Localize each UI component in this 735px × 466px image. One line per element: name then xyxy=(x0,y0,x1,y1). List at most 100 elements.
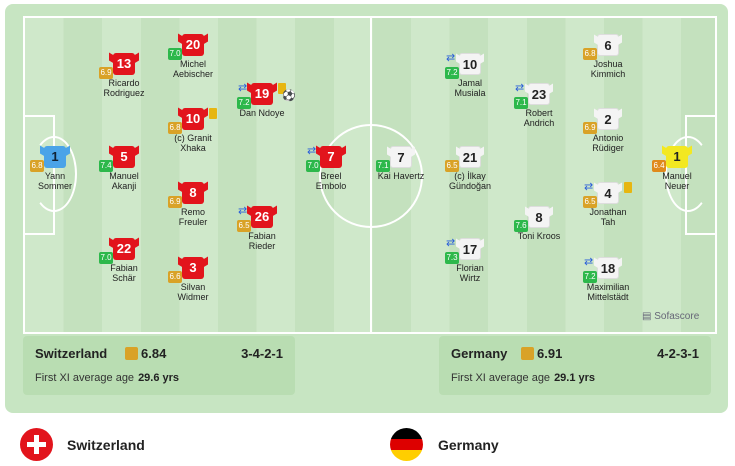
player-name: Maximilian Mittelstädt xyxy=(586,282,630,302)
average-age: First XI average age 29.1 yrs xyxy=(451,372,595,384)
substitution-icon: ⇄ xyxy=(584,181,594,193)
player-name: Breel Embolo xyxy=(315,171,347,191)
sofascore-mark-icon: ▤ xyxy=(642,311,655,322)
rating-badge: 7.2 xyxy=(237,97,251,109)
substitution-icon: ⇄ xyxy=(238,205,248,217)
shirt: 10 xyxy=(182,108,204,130)
substitution-icon: ⇄ xyxy=(446,237,456,249)
shirt: 7 xyxy=(320,146,342,168)
average-age: First XI average age 29.6 yrs xyxy=(35,372,179,384)
player-name: Silvan Widmer xyxy=(177,282,209,302)
player-name: Manuel Neuer xyxy=(662,171,692,191)
substitution-icon: ⇄ xyxy=(446,52,456,64)
legend-home: Switzerland xyxy=(67,437,145,453)
home-team-summary: Switzerland 6.84 3-4-2-1 First XI averag… xyxy=(23,336,295,395)
player-away-2[interactable]: 2 6.9 Antonio Rüdiger xyxy=(568,108,648,153)
player-name: Robert Andrich xyxy=(523,108,555,128)
shirt: 8 xyxy=(182,182,204,204)
shirt: 10 xyxy=(459,53,481,75)
rating-badge: 6.9 xyxy=(99,67,113,79)
shirt: 1 xyxy=(666,146,688,168)
right-penalty-arc xyxy=(665,136,711,212)
rating-badge: 7.0 xyxy=(99,252,113,264)
formation: 3-4-2-1 xyxy=(241,346,283,361)
shirt: 20 xyxy=(182,34,204,56)
shirt: 1 xyxy=(44,146,66,168)
shirt: 17 xyxy=(459,238,481,260)
germany-flag-icon xyxy=(390,428,423,461)
player-away-7[interactable]: 7 7.1 Kai Havertz xyxy=(361,146,441,181)
rating-badge: 7.1 xyxy=(514,97,528,109)
player-home-8[interactable]: 8 6.9 Remo Freuler xyxy=(153,182,233,227)
player-name: Toni Kroos xyxy=(517,231,561,241)
rating-badge: 7.0 xyxy=(168,48,182,60)
shirt: 26 xyxy=(251,206,273,228)
shirt: 19 xyxy=(251,83,273,105)
sofascore-logo: ▤ Sofascore xyxy=(642,311,699,322)
rating-badge: 6.8 xyxy=(30,160,44,172)
average-age-value: 29.6 yrs xyxy=(138,372,180,384)
away-team-summary: Germany 6.91 4-2-3-1 First XI average ag… xyxy=(439,336,711,395)
rating-badge: 6.8 xyxy=(583,48,597,60)
rating-badge: 6.4 xyxy=(652,160,666,172)
shirt: 8 xyxy=(528,206,550,228)
player-name: Jamal Musiala xyxy=(454,78,486,98)
player-home-26[interactable]: ⇄ 26 6.5 Fabian Rieder xyxy=(222,205,302,251)
player-name: Dan Ndoye xyxy=(239,108,285,118)
player-name: Remo Freuler xyxy=(178,207,208,227)
player-away-17[interactable]: ⇄ 17 7.3 Florian Wirtz xyxy=(430,237,510,283)
player-name: (c) İlkay Gündoğan xyxy=(448,171,492,191)
player-home-3[interactable]: 3 6.6 Silvan Widmer xyxy=(153,257,233,302)
football-pitch xyxy=(23,16,717,334)
shirt: 5 xyxy=(113,146,135,168)
rating-square-icon xyxy=(521,347,534,360)
player-name: Ricardo Rodriguez xyxy=(103,78,145,98)
player-away-18[interactable]: ⇄ 18 7.2 Maximilian Mittelstädt xyxy=(568,256,648,302)
team-name: Germany xyxy=(451,346,508,361)
player-name: Michel Aebischer xyxy=(172,59,214,79)
shirt: 6 xyxy=(597,34,619,56)
player-home-19[interactable]: ⇄ 19 7.2 ⚽ Dan Ndoye xyxy=(222,82,302,118)
rating-badge: 7.4 xyxy=(99,160,113,172)
player-home-5[interactable]: 5 7.4 Manuel Akanji xyxy=(84,146,164,191)
shirt: 7 xyxy=(390,146,412,168)
left-penalty-arc xyxy=(31,136,77,212)
shirt: 21 xyxy=(459,146,481,168)
average-age-label: First XI average age xyxy=(35,372,135,384)
yellow-card-icon xyxy=(209,108,217,119)
player-away-1[interactable]: 1 6.4 Manuel Neuer xyxy=(637,146,717,191)
rating-badge: 7.1 xyxy=(376,160,390,172)
team-name: Switzerland xyxy=(35,346,108,361)
shirt: 23 xyxy=(528,83,550,105)
player-name: Florian Wirtz xyxy=(456,263,484,283)
goal-ball-icon: ⚽ xyxy=(282,90,296,102)
player-home-20[interactable]: 20 7.0 Michel Aebischer xyxy=(153,34,233,79)
formation: 4-2-3-1 xyxy=(657,346,699,361)
player-home-13[interactable]: 13 6.9 Ricardo Rodriguez xyxy=(84,53,164,98)
player-away-4[interactable]: ⇄ 4 6.5 Jonathan Tah xyxy=(568,181,648,227)
player-away-21[interactable]: 21 6.5 (c) İlkay Gündoğan xyxy=(430,146,510,191)
player-away-8[interactable]: 8 7.6 Toni Kroos xyxy=(499,206,579,241)
yellow-card-icon xyxy=(624,182,632,193)
team-rating: 6.84 xyxy=(141,346,167,361)
substitution-icon: ⇄ xyxy=(515,82,525,94)
player-away-6[interactable]: 6 6.8 Joshua Kimmich xyxy=(568,34,648,79)
player-away-10[interactable]: ⇄ 10 7.2 Jamal Musiala xyxy=(430,52,510,98)
substitution-icon: ⇄ xyxy=(584,256,594,268)
player-home-7[interactable]: ⇄ 7 7.0 Breel Embolo xyxy=(291,145,371,191)
player-home-10[interactable]: 10 6.8 (c) Granit Xhaka xyxy=(153,108,233,153)
player-away-23[interactable]: ⇄ 23 7.1 Robert Andrich xyxy=(499,82,579,128)
player-name: Jonathan Tah xyxy=(589,207,627,227)
legend-away: Germany xyxy=(438,437,499,453)
shirt: 22 xyxy=(113,238,135,260)
rating-badge: 6.9 xyxy=(168,196,182,208)
rating-badge: 6.6 xyxy=(168,271,182,283)
rating-badge: 6.8 xyxy=(168,122,182,134)
player-name: Yann Sommer xyxy=(37,171,72,191)
player-home-1[interactable]: 1 6.8 Yann Sommer xyxy=(15,146,95,191)
rating-badge: 7.6 xyxy=(514,220,528,232)
player-name: Kai Havertz xyxy=(377,171,425,181)
player-name: Fabian Rieder xyxy=(248,231,276,251)
player-home-22[interactable]: 22 7.0 Fabian Schär xyxy=(84,238,164,283)
shirt: 4 xyxy=(597,182,619,204)
